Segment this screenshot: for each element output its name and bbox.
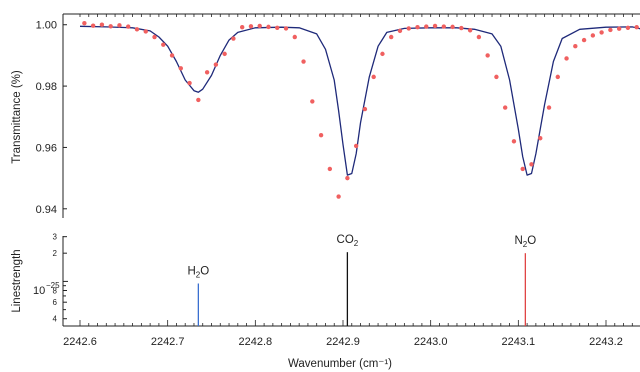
- measured-point: [371, 74, 376, 80]
- wavenumber-tick-label: 2243.1: [502, 336, 536, 348]
- measured-point: [187, 80, 192, 86]
- measured-point: [353, 143, 359, 149]
- measured-point: [581, 37, 587, 43]
- species-label: H2O: [187, 265, 209, 279]
- measured-point: [450, 24, 455, 30]
- measured-point: [90, 23, 96, 28]
- measured-point: [178, 66, 184, 71]
- wavenumber-tick-label: 2242.7: [151, 336, 185, 348]
- measured-point: [389, 34, 394, 40]
- linestrength-tick-label: 4: [53, 315, 58, 324]
- wavenumber-tick-label: 2242.6: [63, 336, 97, 348]
- measured-point: [459, 25, 464, 31]
- measured-point: [318, 132, 324, 138]
- measured-point: [546, 105, 552, 110]
- measured-point: [599, 30, 604, 35]
- measured-point: [310, 99, 315, 104]
- measured-point: [301, 59, 306, 64]
- measured-point: [467, 28, 473, 33]
- measured-point: [99, 22, 105, 27]
- transmittance-tick-label: 1.00: [36, 20, 57, 32]
- linestrength-tick-label: 3: [53, 233, 58, 242]
- measured-point: [441, 24, 447, 29]
- measured-point: [327, 166, 333, 172]
- linestrength-tick-label: 8: [53, 286, 58, 295]
- measured-point: [108, 24, 113, 29]
- measured-point: [275, 25, 280, 31]
- measured-point: [494, 74, 499, 80]
- transmittance-tick-label: 0.96: [36, 142, 57, 154]
- measured-point: [590, 33, 596, 38]
- measured-point: [520, 166, 525, 172]
- measured-point: [82, 21, 87, 26]
- measured-point: [634, 24, 639, 30]
- transmittance-axis-label: Transmittance (%): [11, 70, 23, 164]
- linestrength-decade-label: 10 −25: [33, 281, 60, 297]
- species-label: CO2: [337, 234, 359, 248]
- measured-point: [231, 36, 236, 41]
- transmittance-tick-label: 0.98: [36, 81, 57, 93]
- measured-point: [204, 70, 210, 75]
- measured-point: [625, 25, 631, 31]
- decade-exponent: −25: [46, 281, 60, 290]
- measured-point: [161, 42, 166, 47]
- measured-point: [573, 44, 578, 49]
- measured-point: [406, 26, 411, 31]
- wavenumber-tick-label: 2243.2: [589, 336, 623, 348]
- transmittance-tick-label: 0.94: [36, 204, 57, 216]
- linestrength-axis-label: Linestrength: [11, 249, 23, 312]
- measured-point: [117, 23, 122, 28]
- measured-point: [432, 23, 438, 29]
- measured-point: [502, 105, 508, 110]
- measured-point: [362, 106, 368, 112]
- measured-point: [345, 175, 350, 181]
- wavenumber-tick-label: 2242.9: [326, 336, 360, 348]
- measured-point: [169, 53, 175, 58]
- fit-line: [79, 25, 640, 176]
- linestrength-panel: Linestrength 10 −25 4 6 8 2 3 2242.6 2242.7 22…: [11, 233, 640, 370]
- measured-point: [239, 24, 245, 30]
- measured-point: [143, 29, 148, 34]
- linestrength-tick-label: 6: [53, 298, 58, 307]
- measured-point: [564, 56, 569, 61]
- measured-point: [529, 162, 534, 167]
- measured-point: [196, 97, 201, 103]
- measured-point: [616, 26, 622, 31]
- measured-point: [397, 28, 403, 34]
- measured-point: [538, 136, 543, 141]
- species-label: N2O: [514, 235, 536, 249]
- decade-base: 10: [33, 285, 45, 297]
- wavenumber-tick-label: 2243.0: [414, 336, 448, 348]
- wavenumber-axis-label: Wavenumber (cm⁻¹): [288, 358, 392, 370]
- measured-point: [134, 27, 140, 32]
- measured-point: [248, 24, 254, 29]
- measured-point: [511, 139, 517, 144]
- measured-point: [424, 24, 429, 29]
- measured-point: [380, 51, 385, 57]
- measured-point: [152, 34, 157, 40]
- measured-point: [126, 24, 131, 29]
- measured-point: [213, 62, 219, 67]
- measured-point: [415, 24, 420, 30]
- transmittance-panel: Transmittance (%) 0.94 0.96 0.98 1.00: [11, 13, 640, 218]
- measured-point: [555, 74, 560, 80]
- measured-point: [257, 23, 262, 29]
- measured-point: [476, 34, 482, 40]
- linestrength-tick-label: 2: [53, 249, 58, 258]
- measured-point: [485, 53, 490, 58]
- measured-point: [266, 24, 271, 30]
- measured-point: [292, 34, 297, 40]
- measured-point: [222, 51, 227, 57]
- measured-point: [283, 26, 289, 31]
- measured-point: [608, 27, 613, 33]
- wavenumber-tick-label: 2242.8: [239, 336, 273, 348]
- measured-point: [336, 194, 341, 199]
